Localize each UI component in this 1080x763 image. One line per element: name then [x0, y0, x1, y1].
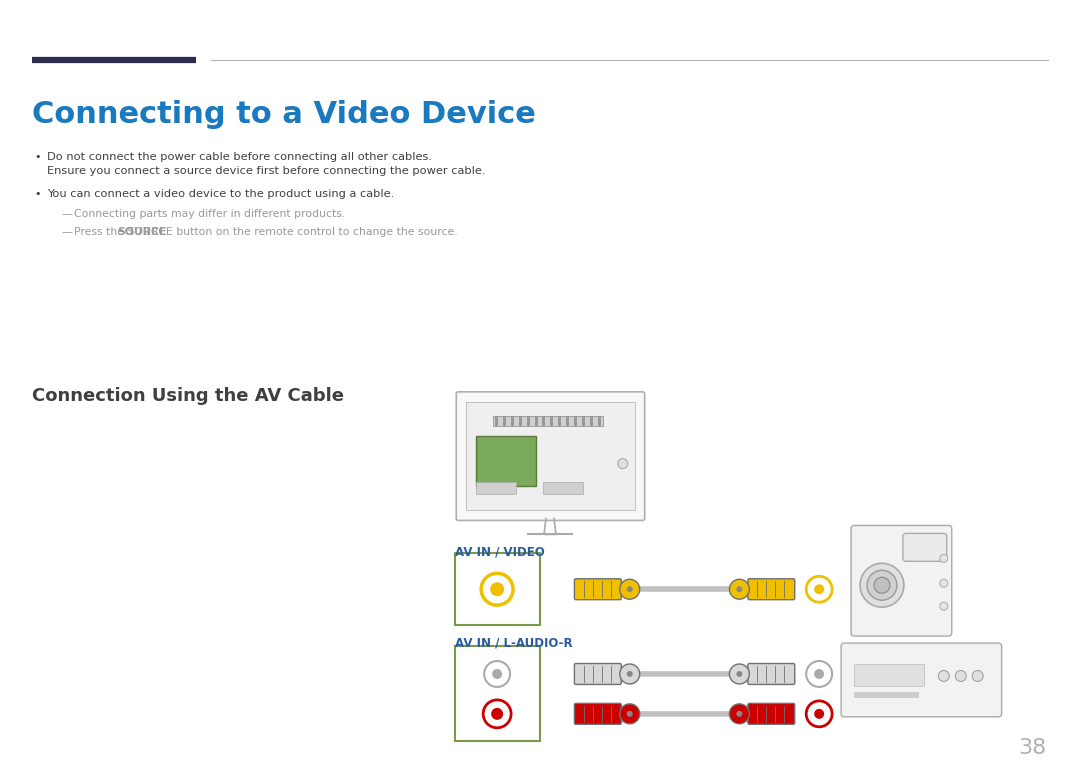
Bar — [495, 416, 498, 426]
Text: •: • — [35, 152, 41, 162]
Bar — [542, 416, 545, 426]
FancyBboxPatch shape — [851, 526, 951, 636]
FancyBboxPatch shape — [456, 392, 645, 520]
FancyBboxPatch shape — [841, 643, 1001, 717]
Circle shape — [940, 579, 948, 588]
Circle shape — [729, 704, 750, 724]
FancyBboxPatch shape — [747, 664, 795, 684]
Text: •: • — [35, 189, 41, 199]
Bar — [598, 416, 602, 426]
Circle shape — [729, 579, 750, 599]
Text: SOURCE: SOURCE — [118, 227, 166, 237]
FancyBboxPatch shape — [575, 579, 621, 600]
Circle shape — [737, 671, 742, 677]
Circle shape — [806, 661, 832, 687]
Circle shape — [939, 671, 949, 681]
Circle shape — [737, 586, 742, 592]
Bar — [591, 416, 593, 426]
Circle shape — [492, 669, 502, 679]
Text: AV IN / VIDEO: AV IN / VIDEO — [456, 546, 545, 559]
FancyBboxPatch shape — [467, 402, 635, 510]
Circle shape — [814, 709, 824, 719]
Circle shape — [729, 664, 750, 684]
Circle shape — [482, 573, 513, 605]
Circle shape — [972, 671, 983, 681]
Circle shape — [737, 711, 742, 717]
Text: Connecting to a Video Device: Connecting to a Video Device — [31, 100, 536, 129]
Circle shape — [484, 661, 510, 687]
Circle shape — [490, 582, 504, 596]
Text: Connection Using the AV Cable: Connection Using the AV Cable — [31, 387, 343, 405]
FancyBboxPatch shape — [456, 553, 540, 625]
Circle shape — [620, 664, 639, 684]
FancyBboxPatch shape — [747, 703, 795, 724]
Circle shape — [626, 711, 633, 717]
Circle shape — [955, 671, 967, 681]
Text: AV IN / L-AUDIO-R: AV IN / L-AUDIO-R — [456, 636, 572, 649]
Bar — [535, 416, 538, 426]
Bar — [566, 416, 569, 426]
Circle shape — [620, 579, 639, 599]
Text: Ensure you connect a source device first before connecting the power cable.: Ensure you connect a source device first… — [48, 166, 486, 176]
Bar — [511, 416, 514, 426]
Bar — [551, 416, 553, 426]
Text: Connecting parts may differ in different products.: Connecting parts may differ in different… — [75, 209, 346, 220]
Circle shape — [620, 704, 639, 724]
Bar — [582, 416, 585, 426]
Circle shape — [806, 576, 832, 602]
FancyBboxPatch shape — [575, 664, 621, 684]
Bar — [476, 436, 536, 485]
FancyBboxPatch shape — [747, 579, 795, 600]
FancyBboxPatch shape — [903, 533, 947, 562]
FancyBboxPatch shape — [456, 646, 540, 741]
Bar — [502, 416, 505, 426]
Circle shape — [806, 701, 832, 727]
Circle shape — [814, 669, 824, 679]
Text: Press the SOURCE button on the remote control to change the source.: Press the SOURCE button on the remote co… — [75, 227, 458, 237]
Bar — [494, 416, 603, 426]
Bar — [558, 416, 562, 426]
Circle shape — [626, 671, 633, 677]
Circle shape — [483, 700, 511, 728]
Text: Do not connect the power cable before connecting all other cables.: Do not connect the power cable before co… — [48, 152, 432, 162]
Circle shape — [491, 708, 503, 720]
Text: —: — — [62, 227, 72, 237]
Bar — [476, 481, 516, 494]
Circle shape — [874, 578, 890, 593]
Text: —: — — [62, 209, 72, 220]
Bar — [527, 416, 529, 426]
Circle shape — [618, 459, 627, 468]
Circle shape — [940, 602, 948, 610]
Bar — [854, 692, 919, 698]
Bar — [518, 416, 522, 426]
Circle shape — [860, 563, 904, 607]
Circle shape — [867, 570, 896, 600]
Text: You can connect a video device to the product using a cable.: You can connect a video device to the pr… — [48, 189, 394, 199]
Text: 38: 38 — [1018, 738, 1047, 758]
Circle shape — [814, 584, 824, 594]
Bar — [854, 664, 923, 686]
Bar — [543, 481, 583, 494]
FancyBboxPatch shape — [575, 703, 621, 724]
Bar — [575, 416, 578, 426]
Circle shape — [940, 555, 948, 562]
Circle shape — [626, 586, 633, 592]
